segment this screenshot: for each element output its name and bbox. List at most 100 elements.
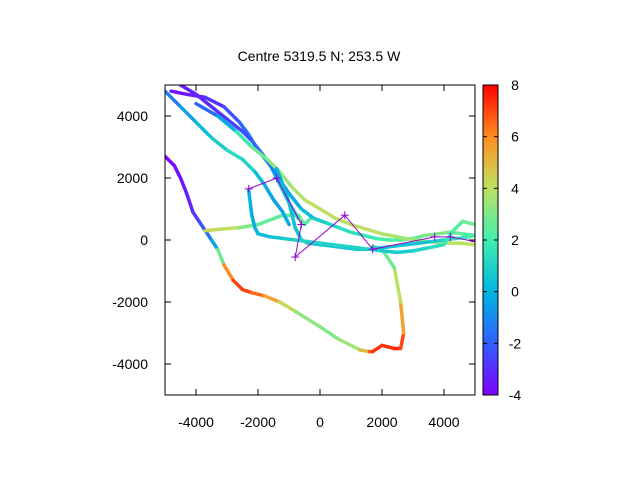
track-segment <box>343 244 359 250</box>
track-segment <box>302 197 322 211</box>
marker-point <box>272 174 281 182</box>
track-segment <box>299 207 316 221</box>
track-segment <box>197 219 208 233</box>
track-segment <box>246 188 254 217</box>
marker-point <box>340 211 349 220</box>
marker-point <box>471 237 475 246</box>
track-segment <box>411 246 431 253</box>
track-segment <box>256 213 285 227</box>
track-8 <box>165 89 291 227</box>
chart-title: Centre 5319.5 N; 253.5 W <box>238 48 401 64</box>
track-segment <box>178 85 198 97</box>
track-segment <box>290 213 297 230</box>
track-segment <box>364 227 384 236</box>
marker-point <box>291 253 300 262</box>
marker-point <box>446 232 455 241</box>
track-segment <box>302 216 313 227</box>
track-segment <box>169 89 189 97</box>
x-tick-label: -4000 <box>178 414 214 430</box>
track-segment <box>184 191 195 214</box>
track-segment <box>293 238 310 244</box>
track-segment <box>305 239 322 245</box>
y-tick-label: -2000 <box>112 294 148 310</box>
track-segment <box>355 246 372 252</box>
x-tick-label: 2000 <box>366 414 397 430</box>
track-segment <box>312 216 328 225</box>
track-segment <box>318 325 341 341</box>
x-tick-label: 0 <box>316 414 324 430</box>
track-segment <box>225 148 245 162</box>
track-segment <box>277 300 297 314</box>
track-segment <box>395 249 415 255</box>
track-segment <box>165 154 177 168</box>
track-segment <box>268 235 285 241</box>
track-segment <box>256 232 273 239</box>
track-segment <box>417 239 434 245</box>
track-segment <box>281 236 297 242</box>
track-segment <box>203 95 226 109</box>
track-segment <box>290 185 307 202</box>
track-lines <box>165 85 475 354</box>
track-segment <box>318 207 338 221</box>
track-segment <box>380 232 400 239</box>
track-10 <box>246 188 475 255</box>
track-segment <box>222 104 242 124</box>
track-segment <box>237 120 251 137</box>
track-segment <box>178 176 189 196</box>
track-segment <box>380 343 397 351</box>
x-tick-label: -2000 <box>240 414 276 430</box>
track-segment <box>194 120 214 140</box>
colorbar-tick-label: 6 <box>511 129 519 145</box>
track-segment <box>172 163 183 180</box>
track-segment <box>395 235 415 242</box>
track-segment <box>405 241 421 247</box>
track-segment <box>209 135 229 152</box>
track-segment <box>398 331 406 351</box>
track-segment <box>191 210 201 224</box>
plot-area <box>165 85 475 354</box>
track-segment <box>460 219 475 227</box>
track-segment <box>336 337 363 352</box>
colorbar-tick-label: 8 <box>511 77 519 93</box>
track-segment <box>215 114 239 134</box>
track-segment <box>194 92 214 109</box>
track-segment <box>277 170 294 190</box>
track-segment <box>467 233 475 239</box>
track-segment <box>398 300 406 335</box>
track-segment <box>380 249 400 255</box>
track-3 <box>370 244 406 354</box>
axis-ticks: -4000 -2000 0 2000 4000 -4000 -2000 0 2000 4000 <box>112 85 475 430</box>
track-segment <box>209 104 229 121</box>
track-segment <box>442 228 456 247</box>
track-segment <box>203 227 223 233</box>
track-segment <box>451 219 465 233</box>
track-segment <box>225 117 245 134</box>
marker-point <box>244 184 253 193</box>
track-segment <box>333 216 353 227</box>
track-segment <box>271 197 285 214</box>
track-segment <box>240 129 254 143</box>
colorbar-tick-label: -4 <box>509 387 522 403</box>
track-segment <box>336 225 353 234</box>
track-segment <box>209 238 220 252</box>
track-segment <box>274 166 285 186</box>
track-segment <box>234 129 254 149</box>
track-segment <box>330 242 347 248</box>
track-6 <box>178 85 475 242</box>
y-tick-label: 4000 <box>117 108 148 124</box>
track-segment <box>392 242 409 248</box>
track-segment <box>222 263 235 283</box>
colorbar-tick-label: 4 <box>511 180 519 196</box>
y-tick-label: -4000 <box>112 356 148 372</box>
track-segment <box>178 104 198 124</box>
y-tick-label: 0 <box>140 232 148 248</box>
colorbar-tick-label: 2 <box>511 232 519 248</box>
track-segment <box>250 290 266 298</box>
track-segment <box>457 241 475 247</box>
track-segment <box>287 191 304 211</box>
track-segment <box>165 89 183 109</box>
marker-layer <box>244 174 475 262</box>
track-segment <box>219 225 242 231</box>
track-segment <box>423 232 440 238</box>
